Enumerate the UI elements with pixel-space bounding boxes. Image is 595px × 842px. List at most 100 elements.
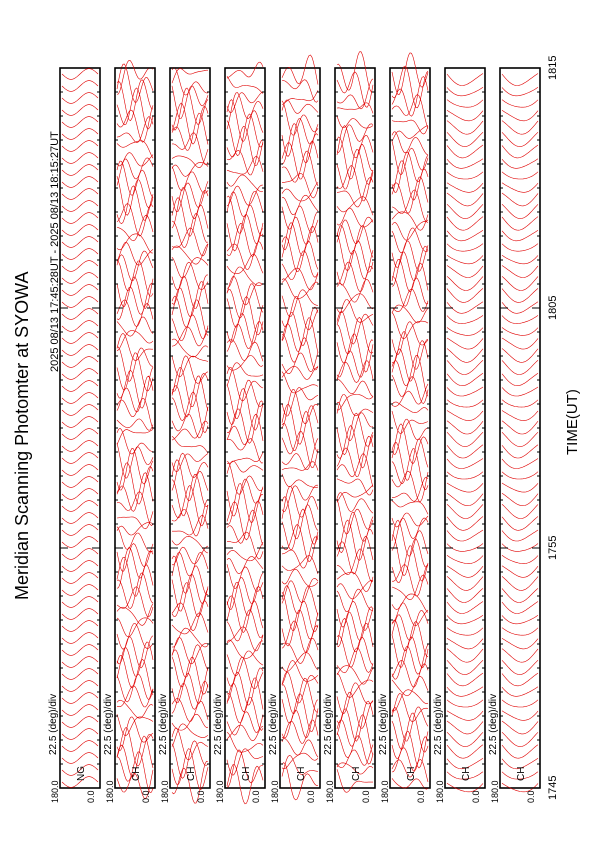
- profile-trace: [336, 333, 374, 373]
- profile-trace: [171, 149, 209, 169]
- profile-trace: [61, 740, 99, 752]
- profile-trace: [281, 410, 319, 453]
- profile-trace: [226, 191, 264, 218]
- profile-trace: [226, 626, 264, 652]
- profile-trace: [116, 699, 154, 719]
- profile-trace: [61, 200, 99, 212]
- profile-trace: [61, 344, 99, 356]
- profile-trace: [226, 91, 264, 113]
- profile-trace: [281, 473, 319, 488]
- profile-trace: [391, 712, 429, 753]
- profile-trace: [61, 212, 99, 224]
- profile-trace: [226, 388, 264, 431]
- profile-trace: [446, 659, 484, 675]
- profile-trace: [391, 418, 429, 455]
- profile-trace: [446, 482, 484, 493]
- panel-frame: [169, 67, 211, 789]
- profile-trace: [446, 576, 484, 591]
- profile-trace: [501, 543, 539, 552]
- profile-trace: [61, 140, 99, 152]
- profile-trace: [501, 471, 539, 480]
- profile-trace: [116, 59, 154, 95]
- profile-trace: [116, 87, 154, 130]
- profile-trace: [446, 710, 484, 721]
- profile-trace: [336, 123, 374, 153]
- profile-trace: [336, 394, 374, 411]
- panel-4: 180.0 0.0 CH 22.5 (deg)/div: [213, 61, 266, 805]
- profile-trace: [171, 85, 209, 119]
- profile-trace: [226, 764, 264, 805]
- profile-trace: [171, 197, 209, 237]
- profile-trace: [391, 221, 429, 241]
- profile-trace: [116, 603, 154, 626]
- profile-trace: [446, 672, 484, 687]
- profile-trace: [336, 673, 374, 698]
- profile-trace: [61, 452, 99, 464]
- profile-trace: [391, 423, 429, 464]
- profile-trace: [281, 762, 319, 801]
- profile-trace: [226, 61, 264, 79]
- profile-trace: [501, 373, 539, 387]
- profile-trace: [501, 182, 539, 193]
- profile-trace: [171, 727, 209, 761]
- profile-trace: [391, 644, 429, 680]
- profile-trace: [446, 686, 484, 697]
- profile-trace: [281, 387, 319, 417]
- y-tick-label: 0.0: [86, 790, 96, 803]
- y-tick-label: 0.0: [196, 790, 206, 803]
- profile-trace: [116, 203, 154, 237]
- profile-trace: [446, 399, 484, 408]
- profile-trace: [226, 749, 264, 788]
- profile-trace: [391, 131, 429, 156]
- profile-trace: [336, 635, 374, 668]
- profile-trace: [336, 360, 374, 383]
- profile-trace: [226, 413, 264, 445]
- profile-trace: [171, 612, 209, 635]
- y-tick-label: 180.0: [160, 780, 170, 803]
- profile-trace: [61, 248, 99, 260]
- profile-trace: [61, 104, 99, 116]
- profile-trace: [336, 435, 374, 478]
- profile-trace: [391, 321, 429, 355]
- profile-trace: [281, 592, 319, 633]
- profile-trace: [116, 105, 154, 143]
- profile-trace: [116, 333, 153, 361]
- profile-trace: [501, 171, 539, 180]
- x-tick-label: 1805: [547, 296, 559, 320]
- profile-trace: [446, 373, 484, 387]
- profile-trace: [226, 748, 264, 776]
- profile-trace: [226, 174, 264, 193]
- profile-trace: [446, 420, 484, 435]
- profile-trace: [116, 522, 154, 536]
- profile-trace: [336, 216, 374, 244]
- profile-trace: [336, 484, 374, 503]
- profile-trace: [61, 176, 99, 188]
- profile-trace: [116, 641, 154, 679]
- profile-trace: [61, 716, 99, 728]
- profile-trace: [391, 189, 429, 222]
- profile-trace: [281, 296, 319, 331]
- profile-trace: [226, 283, 264, 319]
- profile-trace: [446, 516, 484, 531]
- profile-trace: [171, 87, 209, 131]
- profile-trace: [61, 704, 99, 716]
- profile-trace: [446, 731, 484, 747]
- profile-trace: [391, 706, 429, 742]
- y-tick-label: 180.0: [435, 780, 445, 803]
- profile-trace: [61, 632, 99, 644]
- profile-trace: [501, 601, 539, 614]
- profile-trace: [336, 519, 374, 561]
- profile-trace: [391, 676, 429, 697]
- profile-trace: [61, 608, 99, 620]
- profile-trace: [61, 284, 99, 296]
- profile-trace: [281, 100, 319, 136]
- profile-trace: [501, 637, 539, 650]
- profile-trace: [171, 212, 209, 248]
- profile-trace: [226, 305, 264, 344]
- profile-trace: [171, 295, 209, 336]
- profile-trace: [116, 716, 154, 752]
- panel-7: 180.0 0.0 CH 22.5 (deg)/div: [378, 52, 431, 803]
- profile-trace: [226, 438, 264, 464]
- panel-label: CH: [406, 767, 417, 781]
